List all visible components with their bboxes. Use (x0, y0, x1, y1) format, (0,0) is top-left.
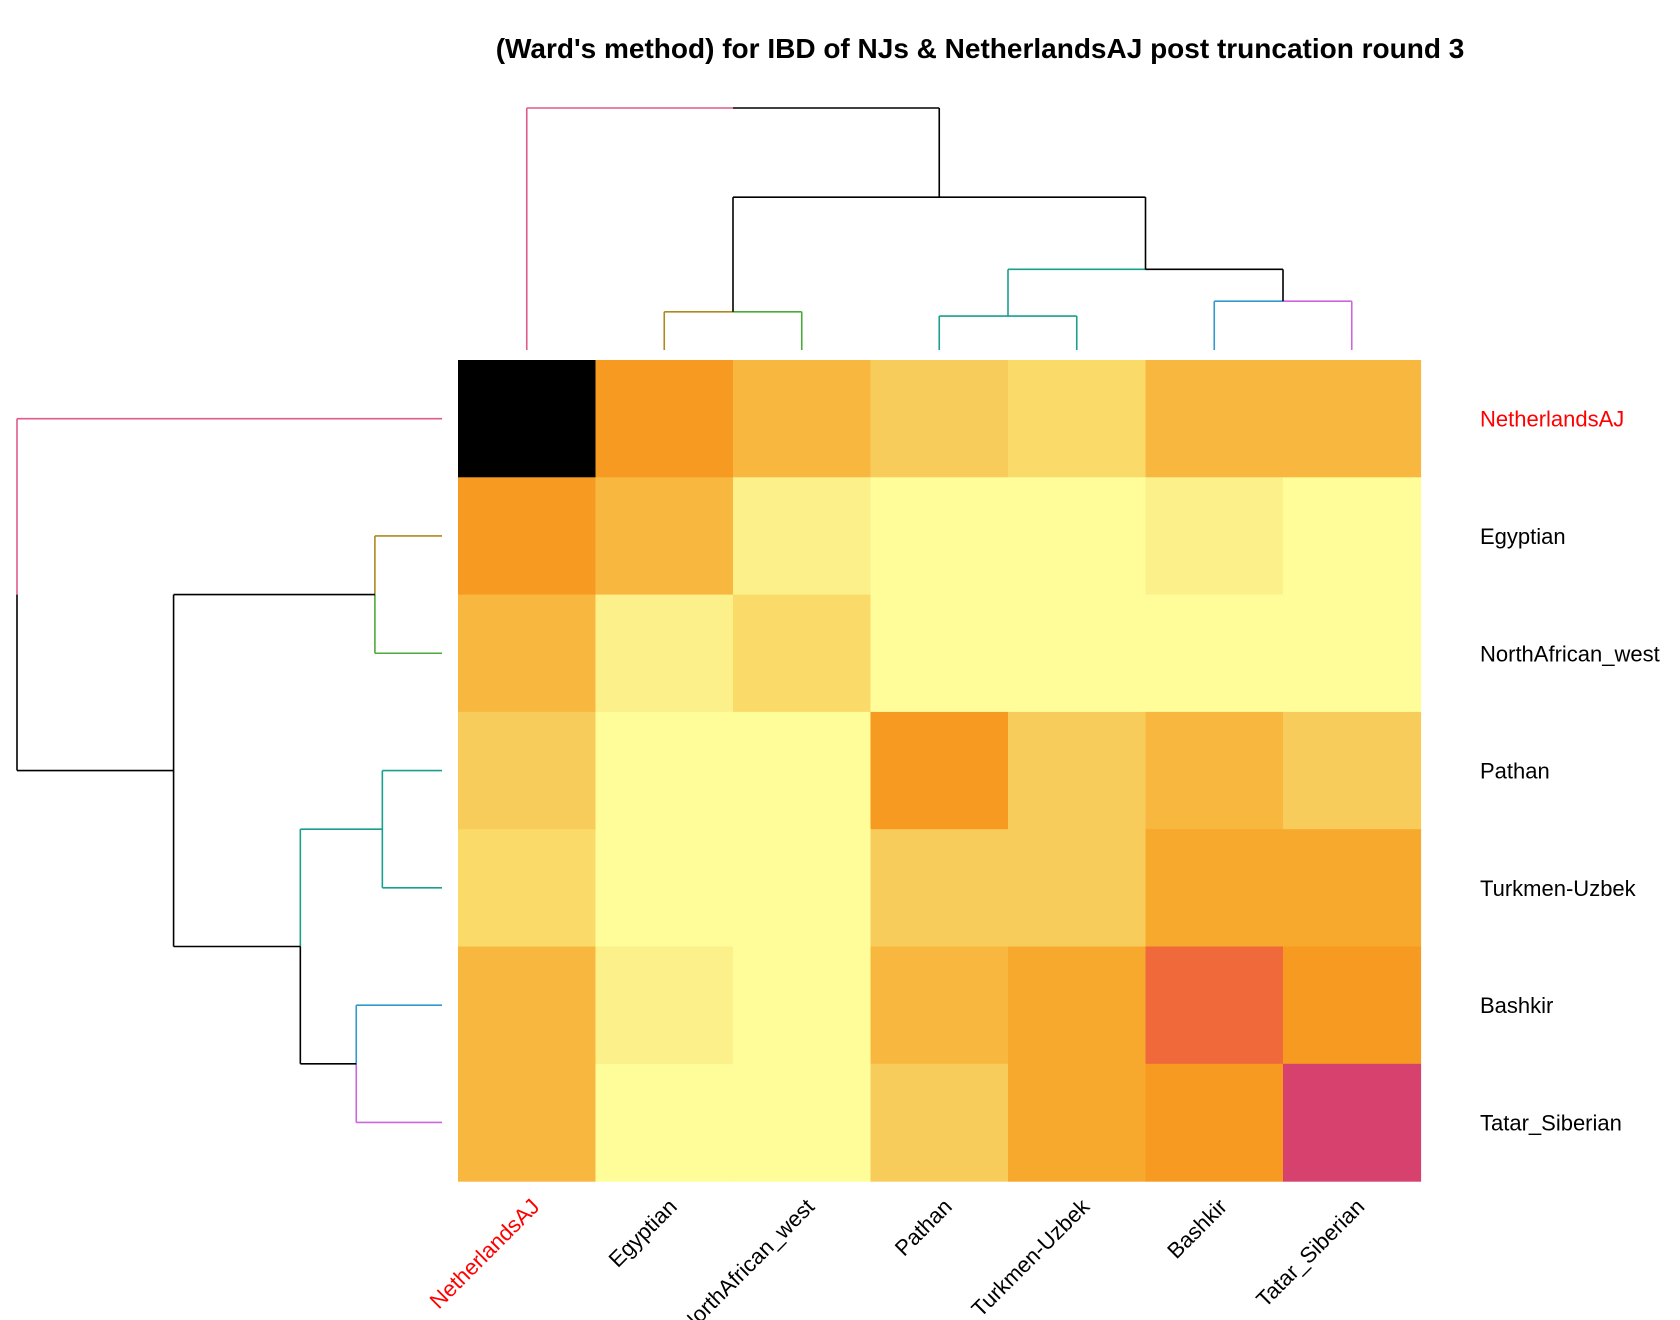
heatmap-cell-northafrican-west-netherlandsaj (458, 594, 597, 713)
heatmap-cell-egyptian-egyptian (595, 477, 734, 596)
heatmap-cell-egyptian-bashkir (1145, 477, 1284, 596)
row-label-pathan: Pathan (1480, 759, 1550, 784)
column-dendrogram (525, 107, 1353, 350)
heatmap-cell-bashkir-pathan (870, 946, 1009, 1065)
row-label-tatar-siberian: Tatar_Siberian (1480, 1110, 1622, 1135)
heatmap-cell-pathan-pathan (870, 711, 1009, 830)
heatmap-cell-tatar-siberian-pathan (870, 1063, 1009, 1182)
heatmap-cell-bashkir-tatar-siberian (1283, 946, 1422, 1065)
heatmap-cell-netherlandsaj-northafrican-west (733, 360, 872, 478)
heatmap-cell-northafrican-west-bashkir (1145, 594, 1284, 713)
heatmap-cell-netherlandsaj-netherlandsaj (458, 360, 597, 478)
heatmap-cell-bashkir-egyptian (595, 946, 734, 1065)
heatmap-cell-tatar-siberian-bashkir (1145, 1063, 1284, 1182)
heatmap-cell-netherlandsaj-tatar-siberian (1283, 360, 1422, 478)
heatmap-cell-egyptian-pathan (870, 477, 1009, 596)
column-label-bashkir: Bashkir (1162, 1194, 1232, 1264)
heatmap-cell-turkmen-uzbek-turkmen-uzbek (1008, 829, 1147, 948)
heatmap-cell-tatar-siberian-netherlandsaj (458, 1063, 597, 1182)
column-label-netherlandsaj: NetherlandsAJ (425, 1194, 545, 1314)
heatmap-cell-pathan-tatar-siberian (1283, 711, 1422, 830)
heatmap-cell-turkmen-uzbek-netherlandsaj (458, 829, 597, 948)
heatmap-cell-tatar-siberian-turkmen-uzbek (1008, 1063, 1147, 1182)
row-label-egyptian: Egyptian (1480, 524, 1566, 549)
heatmap-cell-turkmen-uzbek-tatar-siberian (1283, 829, 1422, 948)
heatmap-cell-turkmen-uzbek-bashkir (1145, 829, 1284, 948)
heatmap-cell-pathan-bashkir (1145, 711, 1284, 830)
heatmap-cell-egyptian-tatar-siberian (1283, 477, 1422, 596)
row-labels: NetherlandsAJ Egyptian NorthAfrican_west Pa… (1480, 407, 1660, 1136)
heatmap-cell-turkmen-uzbek-northafrican-west (733, 829, 872, 948)
heatmap-cell-northafrican-west-tatar-siberian (1283, 594, 1422, 713)
heatmap-cell-bashkir-netherlandsaj (458, 946, 597, 1065)
column-label-pathan: Pathan (890, 1194, 957, 1261)
heatmap-cell-bashkir-turkmen-uzbek (1008, 946, 1147, 1065)
heatmap-cell-netherlandsaj-turkmen-uzbek (1008, 360, 1147, 478)
heatmap-cell-northafrican-west-northafrican-west (733, 594, 872, 713)
column-label-tatar-siberian: Tatar_Siberian (1251, 1194, 1369, 1312)
heatmap-cell-tatar-siberian-egyptian (595, 1063, 734, 1182)
heatmap-cell-pathan-northafrican-west (733, 711, 872, 830)
heatmap-cell-netherlandsaj-pathan (870, 360, 1009, 478)
heatmap-cells (458, 360, 1422, 1182)
heatmap-cell-egyptian-northafrican-west (733, 477, 872, 596)
row-label-bashkir: Bashkir (1480, 993, 1553, 1018)
heatmap-cell-pathan-turkmen-uzbek (1008, 711, 1147, 830)
heatmap-cell-pathan-egyptian (595, 711, 734, 830)
heatmap-cell-tatar-siberian-tatar-siberian (1283, 1063, 1422, 1182)
row-dendrogram (16, 417, 442, 1124)
heatmap-cell-pathan-netherlandsaj (458, 711, 597, 830)
heatmap-cell-bashkir-northafrican-west (733, 946, 872, 1065)
heatmap-cell-netherlandsaj-bashkir (1145, 360, 1284, 478)
heatmap-cell-tatar-siberian-northafrican-west (733, 1063, 872, 1182)
row-label-turkmen-uzbek: Turkmen-Uzbek (1480, 876, 1637, 901)
heatmap-cell-turkmen-uzbek-pathan (870, 829, 1009, 948)
heatmap-cell-netherlandsaj-egyptian (595, 360, 734, 478)
row-label-netherlandsaj: NetherlandsAJ (1480, 407, 1624, 432)
heatmap-cell-bashkir-bashkir (1145, 946, 1284, 1065)
column-label-turkmen-uzbek: Turkmen-Uzbek (967, 1193, 1095, 1320)
heatmap-cell-northafrican-west-pathan (870, 594, 1009, 713)
heatmap-cell-egyptian-netherlandsaj (458, 477, 597, 596)
heatmap-cell-egyptian-turkmen-uzbek (1008, 477, 1147, 596)
chart-title: (Ward's method) for IBD of NJs & Netherl… (496, 33, 1465, 64)
heatmap-cell-turkmen-uzbek-egyptian (595, 829, 734, 948)
column-label-northafrican-west: NorthAfrican_west (675, 1194, 820, 1320)
heatmap-cell-northafrican-west-turkmen-uzbek (1008, 594, 1147, 713)
heatmap-cell-northafrican-west-egyptian (595, 594, 734, 713)
row-label-northafrican-west: NorthAfrican_west (1480, 641, 1660, 666)
column-label-egyptian: Egyptian (604, 1194, 682, 1272)
